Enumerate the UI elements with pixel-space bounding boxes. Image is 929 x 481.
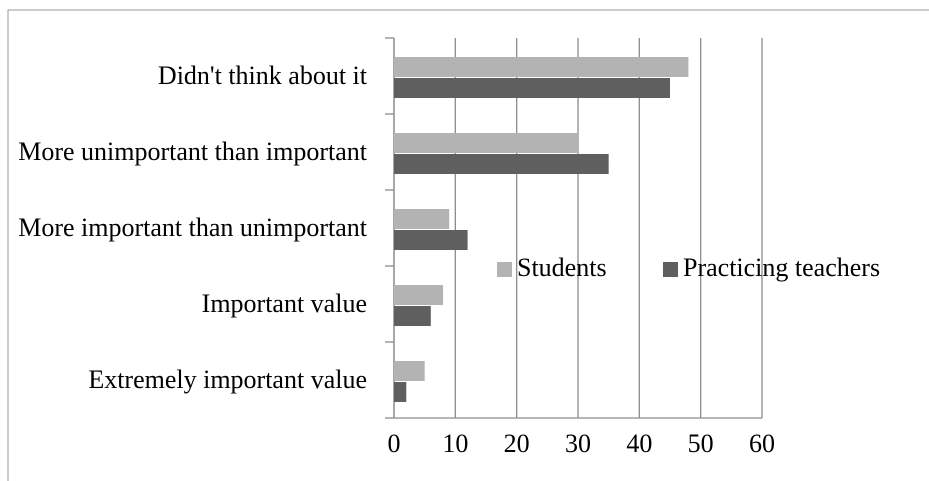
legend-label: Students (517, 253, 607, 282)
bar (394, 285, 444, 305)
x-tick-label: 30 (565, 429, 591, 458)
x-tick-label: 50 (688, 429, 714, 458)
bar (394, 154, 609, 174)
y-tick-text: Important value (201, 289, 367, 318)
y-tick-label: Extremely important value (10, 342, 367, 418)
y-tick-text: More unimportant than important (18, 137, 367, 166)
frame (7, 9, 929, 481)
x-tick-label: 40 (626, 429, 652, 458)
x-tick-label: 60 (749, 429, 775, 458)
x-tick-label: 0 (388, 429, 401, 458)
bar (394, 306, 431, 326)
bar (394, 230, 468, 250)
y-tick-text: Extremely important value (88, 365, 367, 394)
y-tick-label: More important than unimportant (10, 190, 367, 266)
bar (394, 209, 450, 229)
y-tick-text: Didn't think about it (157, 61, 367, 90)
legend-swatch (497, 262, 512, 277)
x-tick-label: 10 (442, 429, 468, 458)
bar (394, 133, 578, 153)
bar (394, 57, 689, 77)
y-tick-label: Important value (10, 266, 367, 342)
bar (394, 78, 670, 98)
legend-swatch (663, 262, 678, 277)
y-tick-label: More unimportant than important (10, 114, 367, 190)
y-tick-label: Didn't think about it (10, 38, 367, 114)
bar (394, 382, 407, 402)
bar (394, 361, 425, 381)
x-tick-label: 20 (504, 429, 530, 458)
y-tick-text: More important than unimportant (18, 213, 367, 242)
legend-label: Practicing teachers (683, 253, 880, 282)
